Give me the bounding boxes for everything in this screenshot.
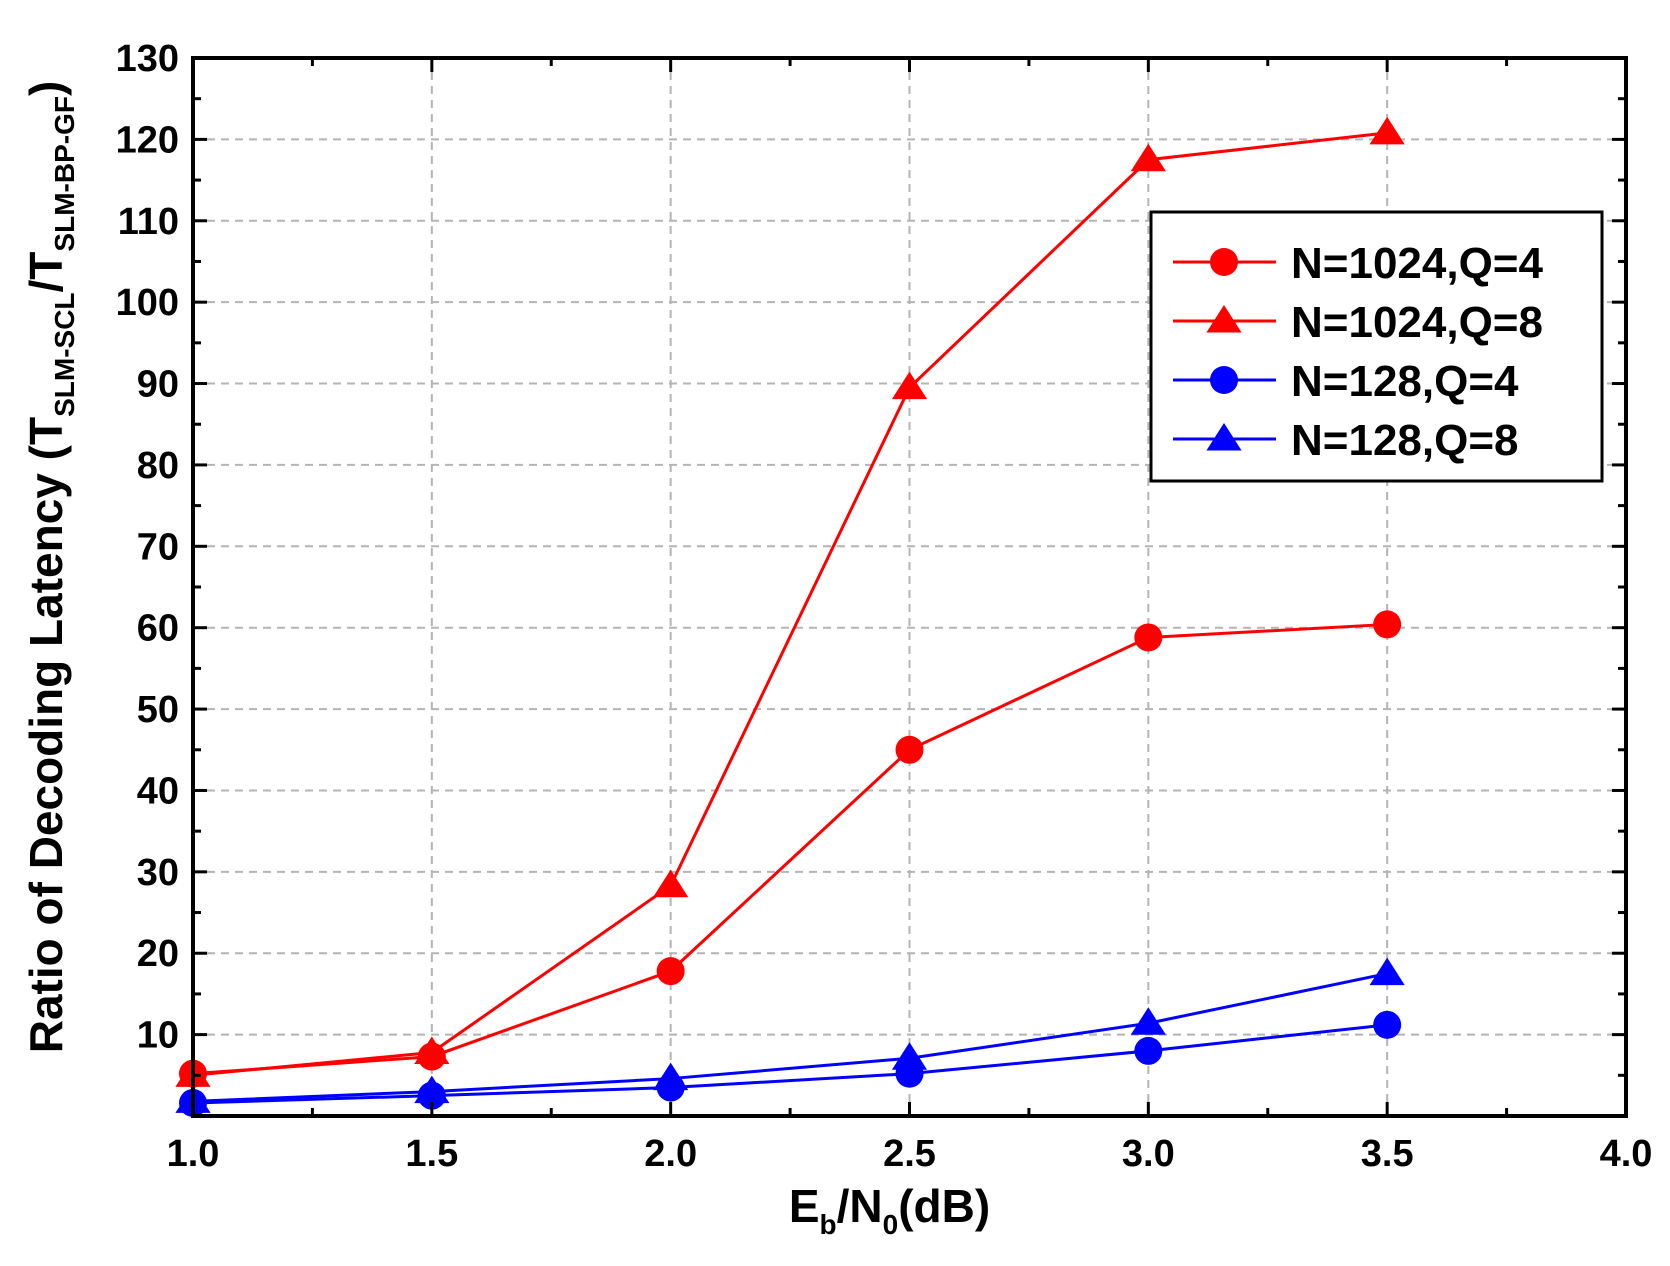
data-point bbox=[1373, 610, 1402, 639]
data-point bbox=[1373, 1010, 1402, 1039]
series-N=128,Q=8 bbox=[175, 957, 1405, 1113]
legend-label: N=1024,Q=8 bbox=[1291, 298, 1543, 347]
y-axis-title-mid: /T bbox=[20, 252, 72, 293]
legend-item: N=128,Q=4 bbox=[1173, 357, 1519, 406]
legend: N=1024,Q=4 N=1024,Q=8 N=128,Q=4 N=128,Q=8 bbox=[1149, 210, 1604, 483]
x-tick-label: 1.5 bbox=[405, 1133, 458, 1175]
series-line bbox=[192, 622, 1388, 1076]
data-point bbox=[414, 1075, 450, 1104]
legend-marker bbox=[1210, 366, 1238, 394]
y-axis-title-suffix: ) bbox=[20, 81, 72, 96]
y-tick-label: 60 bbox=[137, 608, 179, 650]
y-axis-title: Ratio of Decoding Latency (TSLM-SCL/TSLM… bbox=[20, 81, 80, 1054]
y-tick-label: 30 bbox=[137, 852, 179, 894]
legend-item: N=1024,Q=8 bbox=[1173, 298, 1543, 347]
x-tick-label: 1.0 bbox=[167, 1133, 220, 1175]
x-tick-label: 3.5 bbox=[1361, 1133, 1414, 1175]
data-point bbox=[653, 1062, 689, 1091]
series-N=1024,Q=8 bbox=[175, 116, 1405, 1087]
x-tick-label: 3.0 bbox=[1122, 1133, 1175, 1175]
legend-label: N=128,Q=8 bbox=[1291, 416, 1519, 465]
series-line bbox=[192, 1023, 1388, 1105]
y-tick-label: 20 bbox=[137, 933, 179, 975]
data-point bbox=[891, 1042, 928, 1070]
series-line bbox=[192, 972, 1388, 1103]
y-tick-label: 70 bbox=[137, 526, 179, 568]
data-point bbox=[891, 371, 928, 400]
y-tick-label: 110 bbox=[118, 201, 179, 243]
data-point bbox=[653, 869, 689, 898]
data-point bbox=[1130, 1007, 1166, 1035]
x-axis-title: Eb/N0(dB) bbox=[789, 1180, 990, 1240]
y-tick-label: 10 bbox=[137, 1015, 179, 1057]
ticks: 1.0 1.5 2.0 2.5 3.0 3.5 4.0 10 20 30 40 50 60 70 80 90 1… bbox=[116, 38, 1653, 1175]
y-tick-label: 120 bbox=[116, 119, 179, 161]
data-point bbox=[1369, 116, 1405, 145]
series-line bbox=[192, 131, 1388, 1077]
x-tick-label: 4.0 bbox=[1600, 1133, 1653, 1175]
y-tick-label: 80 bbox=[137, 445, 179, 487]
x-axis-title-main2: /N bbox=[837, 1180, 883, 1232]
legend-item: N=128,Q=8 bbox=[1173, 416, 1519, 465]
y-tick-label: 130 bbox=[116, 38, 179, 80]
y-axis-title-sub2: SLM-BP-GF bbox=[49, 96, 80, 252]
legend-marker bbox=[1206, 305, 1242, 333]
series-layer bbox=[175, 116, 1405, 1117]
y-tick-label: 40 bbox=[137, 770, 179, 812]
data-point bbox=[1134, 623, 1163, 652]
data-point bbox=[414, 1036, 450, 1065]
y-tick-label: 100 bbox=[116, 282, 179, 324]
x-tick-label: 2.0 bbox=[644, 1133, 697, 1175]
x-axis-title-sub: b bbox=[820, 1209, 837, 1240]
series-N=1024,Q=4 bbox=[179, 610, 1402, 1088]
data-point bbox=[895, 735, 924, 764]
legend-item: N=1024,Q=4 bbox=[1173, 239, 1543, 288]
legend-label: N=128,Q=4 bbox=[1291, 357, 1519, 406]
x-axis-title-tail: (dB) bbox=[898, 1180, 990, 1232]
data-point bbox=[656, 957, 685, 986]
legend-marker bbox=[1206, 423, 1242, 451]
y-axis-title-sub1: SLM-SCL bbox=[49, 292, 80, 416]
data-point bbox=[1369, 957, 1405, 986]
x-tick-label: 2.5 bbox=[883, 1133, 936, 1175]
data-point bbox=[1134, 1036, 1163, 1065]
x-axis-title-sub2: 0 bbox=[883, 1209, 899, 1240]
y-tick-label: 90 bbox=[137, 364, 179, 406]
legend-marker bbox=[1210, 248, 1238, 276]
y-tick-label: 50 bbox=[137, 689, 179, 731]
legend-label: N=1024,Q=4 bbox=[1291, 239, 1543, 288]
x-axis-title-main: E bbox=[789, 1180, 820, 1232]
data-point bbox=[1130, 143, 1166, 172]
y-axis-title-prefix: Ratio of Decoding Latency (T bbox=[20, 417, 72, 1053]
